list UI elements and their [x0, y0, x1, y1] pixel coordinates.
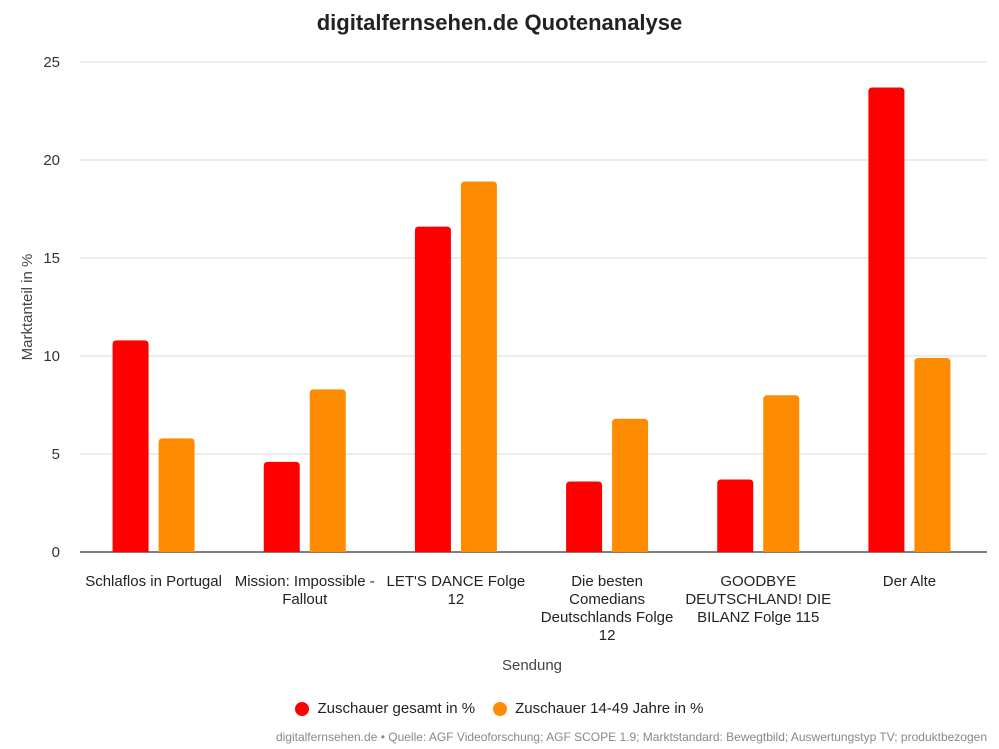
x-axis-label: Sendung — [502, 657, 562, 674]
bar-series1-cat6 — [868, 87, 905, 552]
y-tick-label: 25 — [43, 54, 60, 71]
bar-series2-cat1 — [158, 438, 195, 552]
source-footer: digitalfernsehen.de • Quelle: AGF Videof… — [275, 730, 987, 744]
bar-series1-cat2 — [263, 461, 300, 552]
y-tick-labels: 0 5 10 15 20 25 — [43, 54, 60, 561]
x-category-label: Die besten Comedians Deutschlands Folge 12 — [541, 573, 674, 644]
bar-series2-cat6 — [914, 357, 951, 552]
bar-series1-cat5 — [717, 479, 754, 552]
bar-series2-cat4 — [612, 418, 649, 552]
legend-swatch — [295, 701, 310, 716]
bar-series1-cat3 — [414, 226, 451, 552]
x-category-label: Mission: Impossible -Fallout — [235, 573, 375, 608]
bars — [112, 87, 951, 552]
legend-item-series2: Zuschauer 14-49 Jahre in % — [493, 700, 704, 717]
bar-series2-cat3 — [460, 181, 497, 552]
y-tick-label: 0 — [52, 544, 60, 561]
legend-item-series1: Zuschauer gesamt in % — [295, 700, 475, 717]
bar-series2-cat5 — [763, 395, 800, 552]
x-category-label: LET'S DANCE Folge 12 — [387, 573, 526, 608]
legend-swatch — [493, 701, 508, 716]
bar-series2-cat2 — [309, 389, 346, 552]
y-tick-label: 5 — [52, 446, 60, 463]
x-category-labels: Schlaflos in Portugal Mission: Impossible… — [85, 573, 936, 644]
bar-chart: 0 5 10 15 20 25 Schlaflos in Portugal Mission:… — [19, 54, 987, 674]
x-category-label: Der Alte — [883, 573, 936, 590]
y-axis-label: Marktanteil in % — [19, 254, 36, 361]
y-tick-label: 15 — [43, 250, 60, 267]
bar-series1-cat4 — [566, 481, 603, 552]
y-tick-label: 10 — [43, 348, 60, 365]
x-category-label: GOODBYE DEUTSCHLAND! DIE BILANZ Folge 115 — [685, 573, 831, 626]
chart-title: digitalfernsehen.de Quotenanalyse — [316, 10, 683, 35]
x-category-label: Schlaflos in Portugal — [85, 573, 222, 590]
legend-label: Zuschauer 14-49 Jahre in % — [515, 700, 704, 717]
bar-series1-cat1 — [112, 340, 149, 552]
legend-label: Zuschauer gesamt in % — [317, 700, 476, 717]
legend: Zuschauer gesamt in % Zuschauer 14-49 Jah… — [0, 700, 999, 717]
gridlines — [80, 61, 987, 553]
y-tick-label: 20 — [43, 152, 60, 169]
